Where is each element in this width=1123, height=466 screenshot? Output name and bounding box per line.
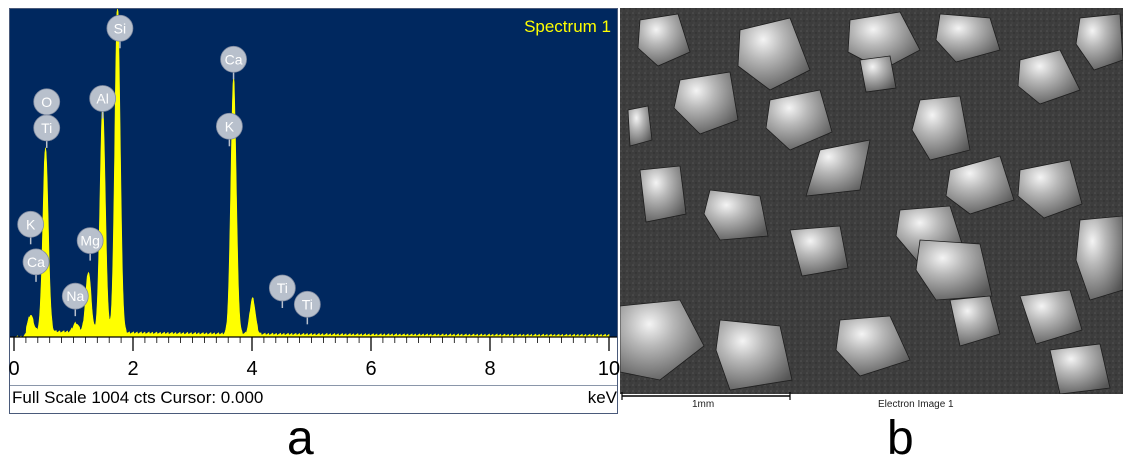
svg-text:Al: Al [96,91,108,107]
svg-text:Si: Si [114,20,126,36]
x-tick-label: 4 [246,358,257,380]
x-tick-label: 2 [127,358,138,380]
svg-text:O: O [41,94,52,110]
plot-area [10,9,617,337]
peak-label: Ti [293,290,321,325]
peak-label: Si [106,14,134,49]
panel-label-a: a [287,412,314,465]
sem-image-panel: 1mm Electron Image 1 b [620,0,1123,466]
peak-label: Ti [268,274,296,308]
x-axis-ticks [13,337,610,351]
x-tick-label: 0 [8,358,19,380]
peak-label: Al [89,85,117,119]
svg-text:Na: Na [66,288,84,304]
peak-label: Ca [22,248,50,282]
svg-text:K: K [225,118,235,134]
sem-image-title: Electron Image 1 [878,399,954,410]
peak-label: K [215,112,243,147]
peak-label: Mg [76,227,104,261]
svg-text:K: K [26,216,36,232]
svg-text:Ti: Ti [302,296,313,312]
chart-title: Spectrum 1 [524,17,611,36]
peak-label: Ti [33,114,61,148]
svg-text:Ca: Ca [225,51,243,67]
peak-label: Ca [220,45,247,80]
peak-labels: O Ti K Ca Mg Na Al Si Ca K Ti Ti [17,14,321,325]
scale-bar-label: 1mm [692,399,715,410]
panel-label-b: b [887,412,914,465]
svg-text:Ti: Ti [277,280,288,296]
svg-text:Mg: Mg [80,233,99,249]
sem-info-bar [620,394,1123,400]
status-text: Full Scale 1004 cts Cursor: 0.000 [12,388,263,407]
svg-text:Ti: Ti [41,120,52,136]
x-axis-tick-labels: 0 2 4 6 8 10 [8,358,620,380]
sem-micrograph [620,8,1123,400]
svg-text:Ca: Ca [27,254,45,270]
spectrum-trace [14,8,610,338]
x-tick-label: 10 [598,358,620,380]
x-tick-label: 6 [365,358,376,380]
x-tick-label: 8 [484,358,495,380]
peak-label: Na [61,282,89,317]
sem-particles [620,11,1123,395]
eds-spectrum-panel: 0 2 4 6 8 10 O Ti K Ca Mg Na Al Si Ca K Ti Ti Spectrum 1… [8,8,620,465]
x-axis-label: keV [588,388,618,407]
peak-label: K [17,210,45,245]
eds-spectrum-chart: 0 2 4 6 8 10 O Ti K Ca Mg Na Al Si Ca K Ti Ti Spectrum 1… [8,8,620,414]
